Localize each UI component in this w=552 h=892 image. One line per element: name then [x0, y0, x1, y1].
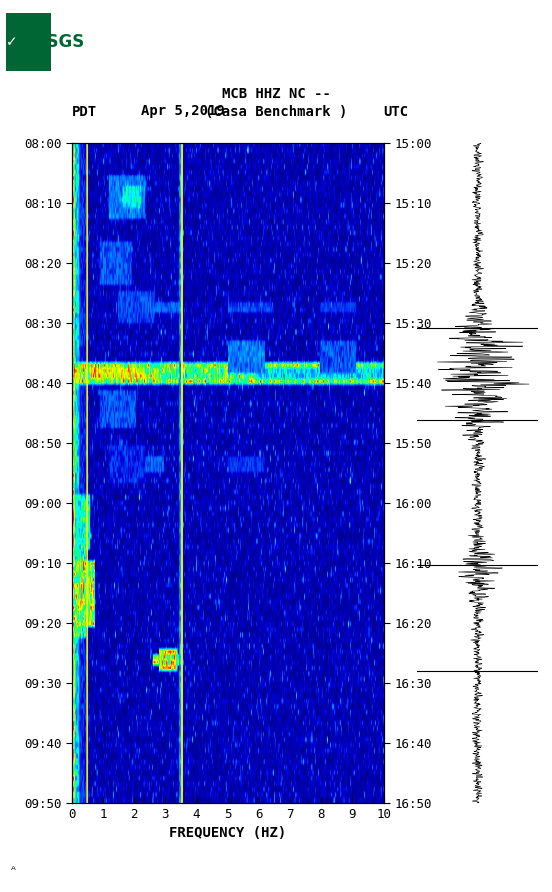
- Text: PDT: PDT: [72, 104, 97, 119]
- Text: ᴬ: ᴬ: [11, 866, 16, 876]
- Text: ✓: ✓: [6, 36, 17, 49]
- Text: UTC: UTC: [384, 104, 409, 119]
- X-axis label: FREQUENCY (HZ): FREQUENCY (HZ): [169, 826, 286, 840]
- Text: (Casa Benchmark ): (Casa Benchmark ): [205, 104, 347, 119]
- Text: MCB HHZ NC --: MCB HHZ NC --: [221, 87, 331, 101]
- FancyBboxPatch shape: [0, 2, 51, 83]
- Text: Apr 5,2019: Apr 5,2019: [141, 104, 225, 119]
- Text: USGS: USGS: [33, 33, 84, 52]
